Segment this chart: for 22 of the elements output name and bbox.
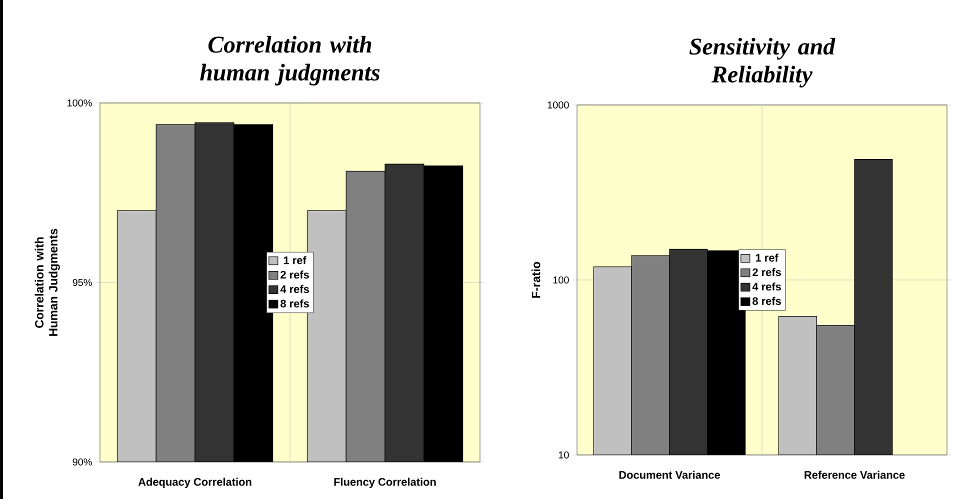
x-tick-label: Reference Variance [804, 470, 905, 479]
y-axis-title: F-ratio [531, 262, 540, 298]
x-tick-label: Adequacy Correlation [138, 478, 252, 488]
y-tick-label: 90% [72, 458, 92, 466]
y-tick-label: 10 [558, 451, 569, 459]
legend-label: 8 refs [752, 296, 781, 305]
y-tick-label: 1000 [548, 101, 569, 109]
x-tick-label: Document Variance [619, 470, 720, 479]
y-axis-title: Correlation with Human Judgments [34, 228, 60, 336]
y-tick-label: 100% [68, 99, 92, 107]
legend-label: 1 ref [756, 254, 778, 262]
chart-title: Sensitivity and Reliability [689, 38, 836, 88]
legend-label: 2 refs [280, 270, 309, 279]
chart-title: Correlation with human judgments [200, 36, 380, 86]
legend-label: 1 ref [284, 256, 306, 264]
x-tick-label: Fluency Correlation [334, 478, 436, 488]
legend-label: 4 refs [280, 284, 309, 294]
legend-label: 2 refs [752, 268, 781, 276]
legend-label: 4 refs [752, 282, 781, 291]
y-tick-label: 100 [553, 276, 569, 284]
legend-label: 8 refs [280, 299, 309, 308]
y-tick-label: 95% [72, 278, 92, 286]
